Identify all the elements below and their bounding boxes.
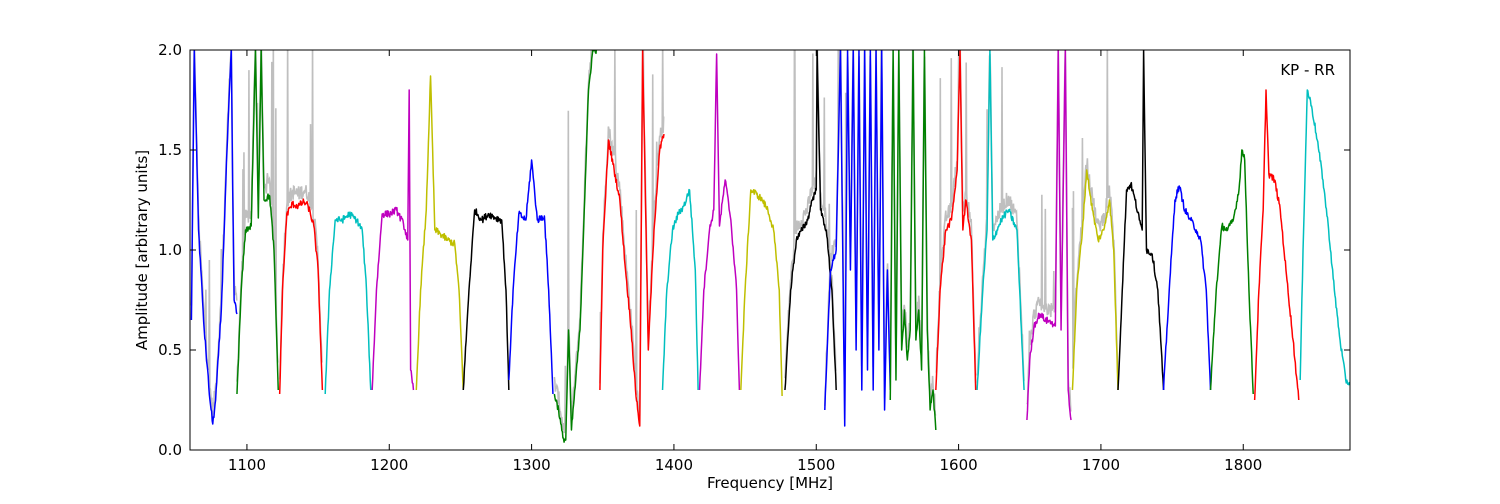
series-line xyxy=(324,211,372,395)
chart-annotation: KP - RR xyxy=(1280,61,1335,79)
series-line xyxy=(1026,50,1072,421)
series-line xyxy=(190,50,238,425)
y-axis-ticks: 0.0 0.5 1.0 1.5 2.0 xyxy=(158,41,1350,459)
x-tick-label: 1700 xyxy=(1082,456,1120,474)
raw-trace xyxy=(236,50,279,382)
x-tick-label: 1600 xyxy=(939,456,977,474)
x-axis-label: Frequency [MHz] xyxy=(707,474,833,492)
series-line xyxy=(553,50,598,443)
series-line xyxy=(415,75,465,391)
series-line xyxy=(599,50,665,427)
y-tick-label: 2.0 xyxy=(158,41,182,59)
series-line xyxy=(1209,149,1254,395)
series-line xyxy=(236,50,279,395)
series-line xyxy=(935,50,977,391)
series-line xyxy=(508,159,554,395)
y-tick-label: 0.5 xyxy=(158,341,182,359)
raw-trace xyxy=(935,50,977,383)
series-line xyxy=(1071,169,1119,391)
y-tick-label: 1.5 xyxy=(158,141,182,159)
series-line xyxy=(824,50,892,427)
series-line xyxy=(889,50,937,431)
series-line xyxy=(976,50,1025,391)
series-line xyxy=(784,50,837,391)
series-line xyxy=(462,208,510,391)
series-line xyxy=(740,189,783,397)
raw-trace xyxy=(553,50,593,434)
x-tick-label: 1800 xyxy=(1224,456,1262,474)
x-tick-label: 1500 xyxy=(797,456,835,474)
y-tick-label: 1.0 xyxy=(158,241,182,259)
raw-trace xyxy=(976,53,1025,382)
y-tick-label: 0.0 xyxy=(158,441,182,459)
raw-trace xyxy=(278,50,323,380)
series-line xyxy=(698,53,741,391)
x-tick-label: 1100 xyxy=(228,456,266,474)
y-axis-label: Amplitude [arbitrary units] xyxy=(133,150,151,350)
x-tick-label: 1200 xyxy=(370,456,408,474)
raw-trace xyxy=(784,50,837,379)
raw-trace xyxy=(1071,50,1119,374)
x-tick-label: 1400 xyxy=(655,456,693,474)
series-line xyxy=(1117,50,1165,391)
x-axis-ticks: 1100 1200 1300 1400 1500 1600 1700 1800 xyxy=(228,50,1262,474)
series-line xyxy=(661,188,699,391)
series-layer xyxy=(190,50,1350,443)
series-line xyxy=(1299,89,1350,386)
series-line xyxy=(1253,89,1300,401)
series-line xyxy=(1162,185,1212,391)
x-tick-label: 1300 xyxy=(513,456,551,474)
series-line xyxy=(278,198,324,395)
series-line xyxy=(371,89,415,391)
